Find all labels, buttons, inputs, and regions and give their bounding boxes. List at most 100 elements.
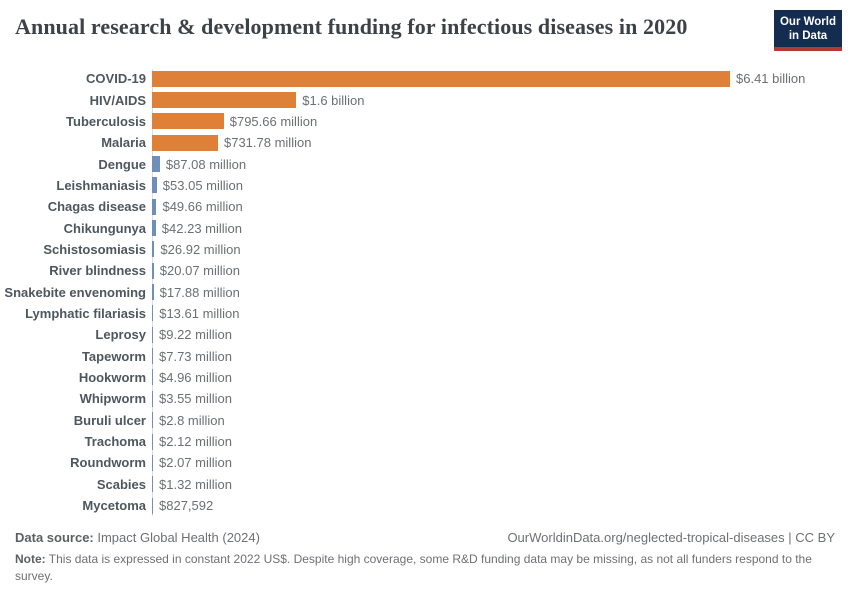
- bar-row: HIV/AIDS $1.6 billion: [0, 89, 850, 110]
- data-source: Data source: Impact Global Health (2024): [15, 530, 260, 545]
- bar-chart: COVID-19 $6.41 billion HIV/AIDS $1.6 billio…: [0, 68, 850, 517]
- note-label: Note:: [15, 552, 46, 566]
- bar-area: $6.41 billion: [152, 68, 850, 89]
- bar-row: Buruli ulcer $2.8 million: [0, 410, 850, 431]
- bar-area: $7.73 million: [152, 345, 850, 366]
- category-label: Tapeworm: [81, 348, 146, 364]
- category-label: Tuberculosis: [66, 113, 146, 129]
- bar-row: Tuberculosis $795.66 million: [0, 111, 850, 132]
- bar[interactable]: [152, 454, 153, 471]
- category-label: Roundworm: [70, 455, 146, 471]
- owid-logo[interactable]: Our World in Data: [774, 10, 842, 51]
- bar-area: $1.32 million: [152, 474, 850, 495]
- attribution-link[interactable]: OurWorldinData.org/neglected-tropical-di…: [507, 530, 835, 545]
- bar-row: Malaria $731.78 million: [0, 132, 850, 153]
- bar[interactable]: [152, 113, 224, 130]
- bar-rows: COVID-19 $6.41 billion HIV/AIDS $1.6 billio…: [0, 68, 850, 517]
- category-label: Trachoma: [84, 434, 146, 450]
- category-label: Dengue: [98, 156, 146, 172]
- bar[interactable]: [152, 433, 153, 450]
- category-label: Mycetoma: [82, 498, 146, 514]
- bar-area: $4.96 million: [152, 367, 850, 388]
- bar[interactable]: [152, 369, 153, 386]
- value-label: $2.07 million: [159, 455, 232, 471]
- bar-area: $3.55 million: [152, 388, 850, 409]
- bar-area: $49.66 million: [152, 196, 850, 217]
- bar-area: $2.12 million: [152, 431, 850, 452]
- bar-area: $13.61 million: [152, 303, 850, 324]
- value-label: $3.55 million: [159, 391, 232, 407]
- value-label: $2.8 million: [159, 412, 225, 428]
- category-label: Hookworm: [78, 369, 146, 385]
- category-label: Schistosomiasis: [43, 241, 146, 257]
- bar-area: $731.78 million: [152, 132, 850, 153]
- bar-row: Whipworm $3.55 million: [0, 388, 850, 409]
- category-label: Leprosy: [95, 327, 146, 343]
- category-label: Lymphatic filariasis: [25, 305, 146, 321]
- bar-area: $827,592: [152, 495, 850, 516]
- bar[interactable]: [152, 348, 153, 365]
- value-label: $4.96 million: [159, 369, 232, 385]
- category-label: Malaria: [101, 135, 146, 151]
- bar-area: $87.08 million: [152, 153, 850, 174]
- bar[interactable]: [152, 156, 160, 173]
- note-text: This data is expressed in constant 2022 …: [15, 552, 812, 583]
- bar-row: Mycetoma $827,592: [0, 495, 850, 516]
- data-source-text: Impact Global Health (2024): [93, 530, 260, 545]
- bar[interactable]: [152, 326, 153, 343]
- value-label: $731.78 million: [223, 135, 312, 151]
- category-label: Scabies: [96, 476, 146, 492]
- bar[interactable]: [152, 220, 156, 237]
- value-label: $795.66 million: [229, 113, 318, 129]
- bar-row: Dengue $87.08 million: [0, 153, 850, 174]
- bar[interactable]: [152, 305, 154, 322]
- logo-text-line1: Our World: [779, 16, 836, 28]
- bar[interactable]: [152, 497, 153, 514]
- chart-note: Note: This data is expressed in constant…: [15, 551, 835, 585]
- value-label: $6.41 billion: [736, 71, 806, 87]
- value-label: $13.61 million: [159, 305, 240, 321]
- category-label: Buruli ulcer: [73, 412, 146, 428]
- bar[interactable]: [152, 262, 154, 279]
- bar[interactable]: [152, 412, 153, 429]
- value-label: $49.66 million: [162, 199, 243, 215]
- bar-area: $53.05 million: [152, 175, 850, 196]
- bar-area: $26.92 million: [152, 239, 850, 260]
- value-label: $1.32 million: [159, 476, 232, 492]
- logo-text-line2: in Data: [788, 30, 828, 42]
- value-label: $9.22 million: [159, 327, 232, 343]
- bar[interactable]: [152, 134, 218, 151]
- bar-area: $42.23 million: [152, 217, 850, 238]
- data-source-label: Data source:: [15, 530, 94, 545]
- bar-area: $795.66 million: [152, 111, 850, 132]
- category-label: COVID-19: [86, 71, 146, 87]
- bar-row: COVID-19 $6.41 billion: [0, 68, 850, 89]
- bar[interactable]: [152, 92, 297, 109]
- bar[interactable]: [152, 241, 155, 258]
- value-label: $53.05 million: [162, 177, 243, 193]
- value-label: $26.92 million: [160, 241, 241, 257]
- bar-row: Snakebite envenoming $17.88 million: [0, 281, 850, 302]
- value-label: $42.23 million: [161, 220, 243, 236]
- bar[interactable]: [152, 476, 153, 493]
- bar[interactable]: [152, 198, 157, 215]
- value-label: $17.88 million: [159, 284, 240, 300]
- category-label: Chikungunya: [63, 220, 146, 236]
- chart-footer: Data source: Impact Global Health (2024)…: [15, 530, 835, 585]
- bar[interactable]: [152, 390, 153, 407]
- bar[interactable]: [152, 284, 154, 301]
- bar[interactable]: [152, 70, 730, 87]
- category-label: Leishmaniasis: [56, 177, 146, 193]
- value-label: $1.6 billion: [302, 92, 365, 108]
- bar-row: Scabies $1.32 million: [0, 474, 850, 495]
- bar-row: Leishmaniasis $53.05 million: [0, 175, 850, 196]
- bar-area: $17.88 million: [152, 281, 850, 302]
- value-label: $827,592: [159, 498, 214, 514]
- bar-row: Leprosy $9.22 million: [0, 324, 850, 345]
- bar[interactable]: [152, 177, 157, 194]
- bar-row: Hookworm $4.96 million: [0, 367, 850, 388]
- category-label: River blindness: [49, 263, 146, 279]
- bar-row: Tapeworm $7.73 million: [0, 345, 850, 366]
- value-label: $7.73 million: [159, 348, 232, 364]
